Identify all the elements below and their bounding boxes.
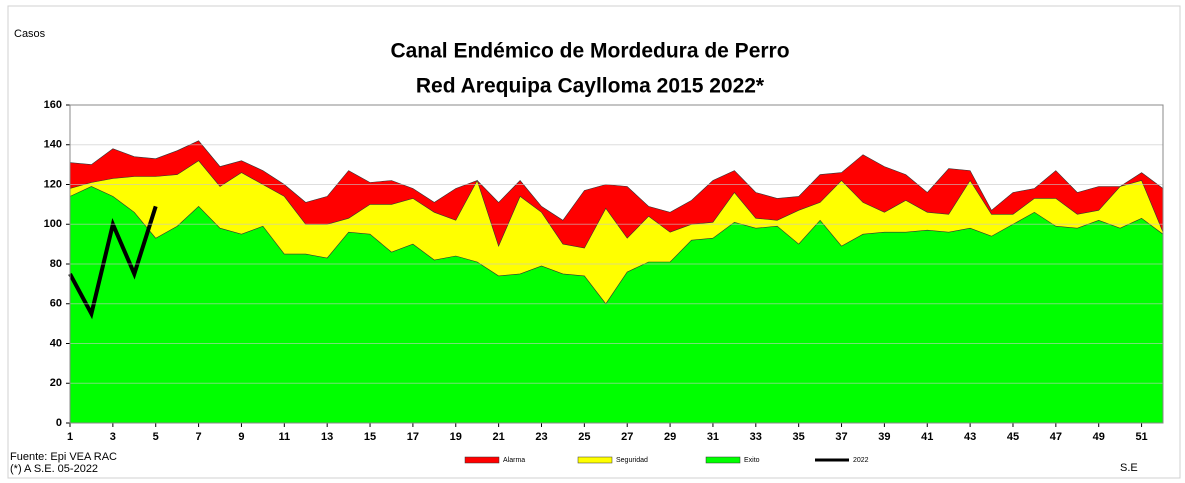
legend-swatch: [705, 456, 741, 464]
plot-frame: [69, 104, 1164, 424]
y-tick-label: 140: [44, 139, 62, 151]
x-tick-label: 9: [238, 431, 244, 443]
legend-label: 2022: [853, 457, 869, 464]
y-axis-label: Casos: [14, 28, 46, 40]
x-tick-label: 51: [1135, 431, 1147, 443]
legend-label: Alarma: [503, 457, 525, 464]
legend-label: Exito: [744, 457, 760, 464]
x-tick-label: 15: [364, 431, 376, 443]
y-tick-label: 40: [50, 337, 62, 349]
x-tick-label: 47: [1050, 431, 1062, 443]
y-tick-label: 100: [44, 218, 62, 230]
x-tick-label: 21: [493, 431, 505, 443]
chart-title: Canal Endémico de Mordedura de Perro: [390, 40, 789, 63]
x-tick-label: 39: [878, 431, 890, 443]
x-tick-label: 19: [450, 431, 462, 443]
y-tick-label: 120: [44, 178, 62, 190]
x-tick-label: 35: [793, 431, 805, 443]
x-tick-label: 25: [578, 431, 590, 443]
y-tick-label: 60: [50, 298, 62, 310]
x-tick-label: 23: [535, 431, 547, 443]
x-tick-label: 45: [1007, 431, 1019, 443]
source: Fuente: Epi VEA RAC: [10, 451, 117, 463]
x-tick-label: 7: [196, 431, 202, 443]
x-tick-label: 43: [964, 431, 976, 443]
legend-label: Seguridad: [616, 457, 648, 464]
x-tick-label: 11: [278, 431, 290, 443]
x-tick-label: 49: [1093, 431, 1105, 443]
x-tick-label: 17: [407, 431, 419, 443]
legend-swatch: [577, 456, 613, 464]
x-tick-label: 31: [707, 431, 719, 443]
x-tick-label: 41: [921, 431, 933, 443]
y-tick-label: 0: [56, 417, 62, 429]
note: (*) A S.E. 05-2022: [10, 463, 98, 475]
chart-subtitle: Red Arequipa Caylloma 2015 2022*: [416, 75, 765, 98]
x-tick-label: 27: [621, 431, 633, 443]
x-tick-label: 1: [67, 431, 73, 443]
y-tick-label: 80: [50, 258, 62, 270]
x-tick-label: 13: [321, 431, 333, 443]
x-tick-label: 29: [664, 431, 676, 443]
x-axis-label: S.E: [1120, 462, 1138, 474]
y-tick-label: 20: [50, 377, 62, 389]
x-tick-label: 37: [835, 431, 847, 443]
x-tick-label: 3: [110, 431, 116, 443]
legend-swatch: [464, 456, 500, 464]
x-tick-label: 5: [153, 431, 159, 443]
x-tick-label: 33: [750, 431, 762, 443]
y-tick-label: 160: [44, 99, 62, 111]
